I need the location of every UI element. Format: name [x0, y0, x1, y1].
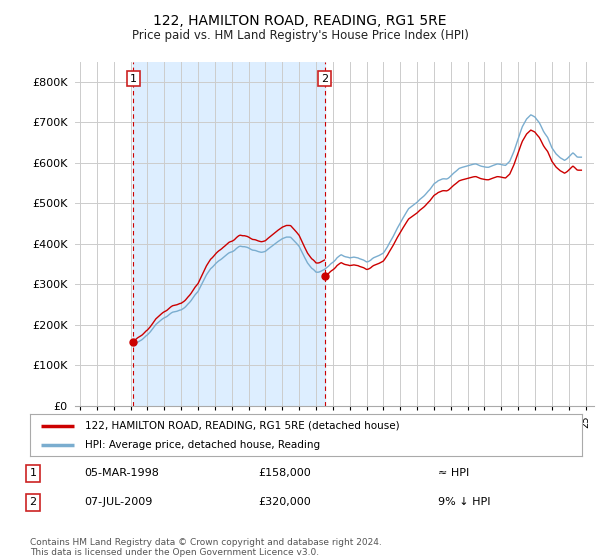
- Bar: [133, 62, 325, 406]
- Text: £158,000: £158,000: [258, 468, 311, 478]
- Text: 07-JUL-2009: 07-JUL-2009: [84, 497, 152, 507]
- Text: 122, HAMILTON ROAD, READING, RG1 5RE: 122, HAMILTON ROAD, READING, RG1 5RE: [153, 14, 447, 28]
- Text: Price paid vs. HM Land Registry's House Price Index (HPI): Price paid vs. HM Land Registry's House …: [131, 29, 469, 42]
- Text: 05-MAR-1998: 05-MAR-1998: [84, 468, 159, 478]
- Text: 9% ↓ HPI: 9% ↓ HPI: [438, 497, 491, 507]
- Text: Contains HM Land Registry data © Crown copyright and database right 2024.
This d: Contains HM Land Registry data © Crown c…: [30, 538, 382, 557]
- Text: 2: 2: [29, 497, 37, 507]
- Text: 2: 2: [321, 74, 328, 83]
- Text: 1: 1: [29, 468, 37, 478]
- Text: HPI: Average price, detached house, Reading: HPI: Average price, detached house, Read…: [85, 440, 320, 450]
- Text: ≈ HPI: ≈ HPI: [438, 468, 469, 478]
- Text: 122, HAMILTON ROAD, READING, RG1 5RE (detached house): 122, HAMILTON ROAD, READING, RG1 5RE (de…: [85, 421, 400, 431]
- Text: £320,000: £320,000: [258, 497, 311, 507]
- Text: 1: 1: [130, 74, 137, 83]
